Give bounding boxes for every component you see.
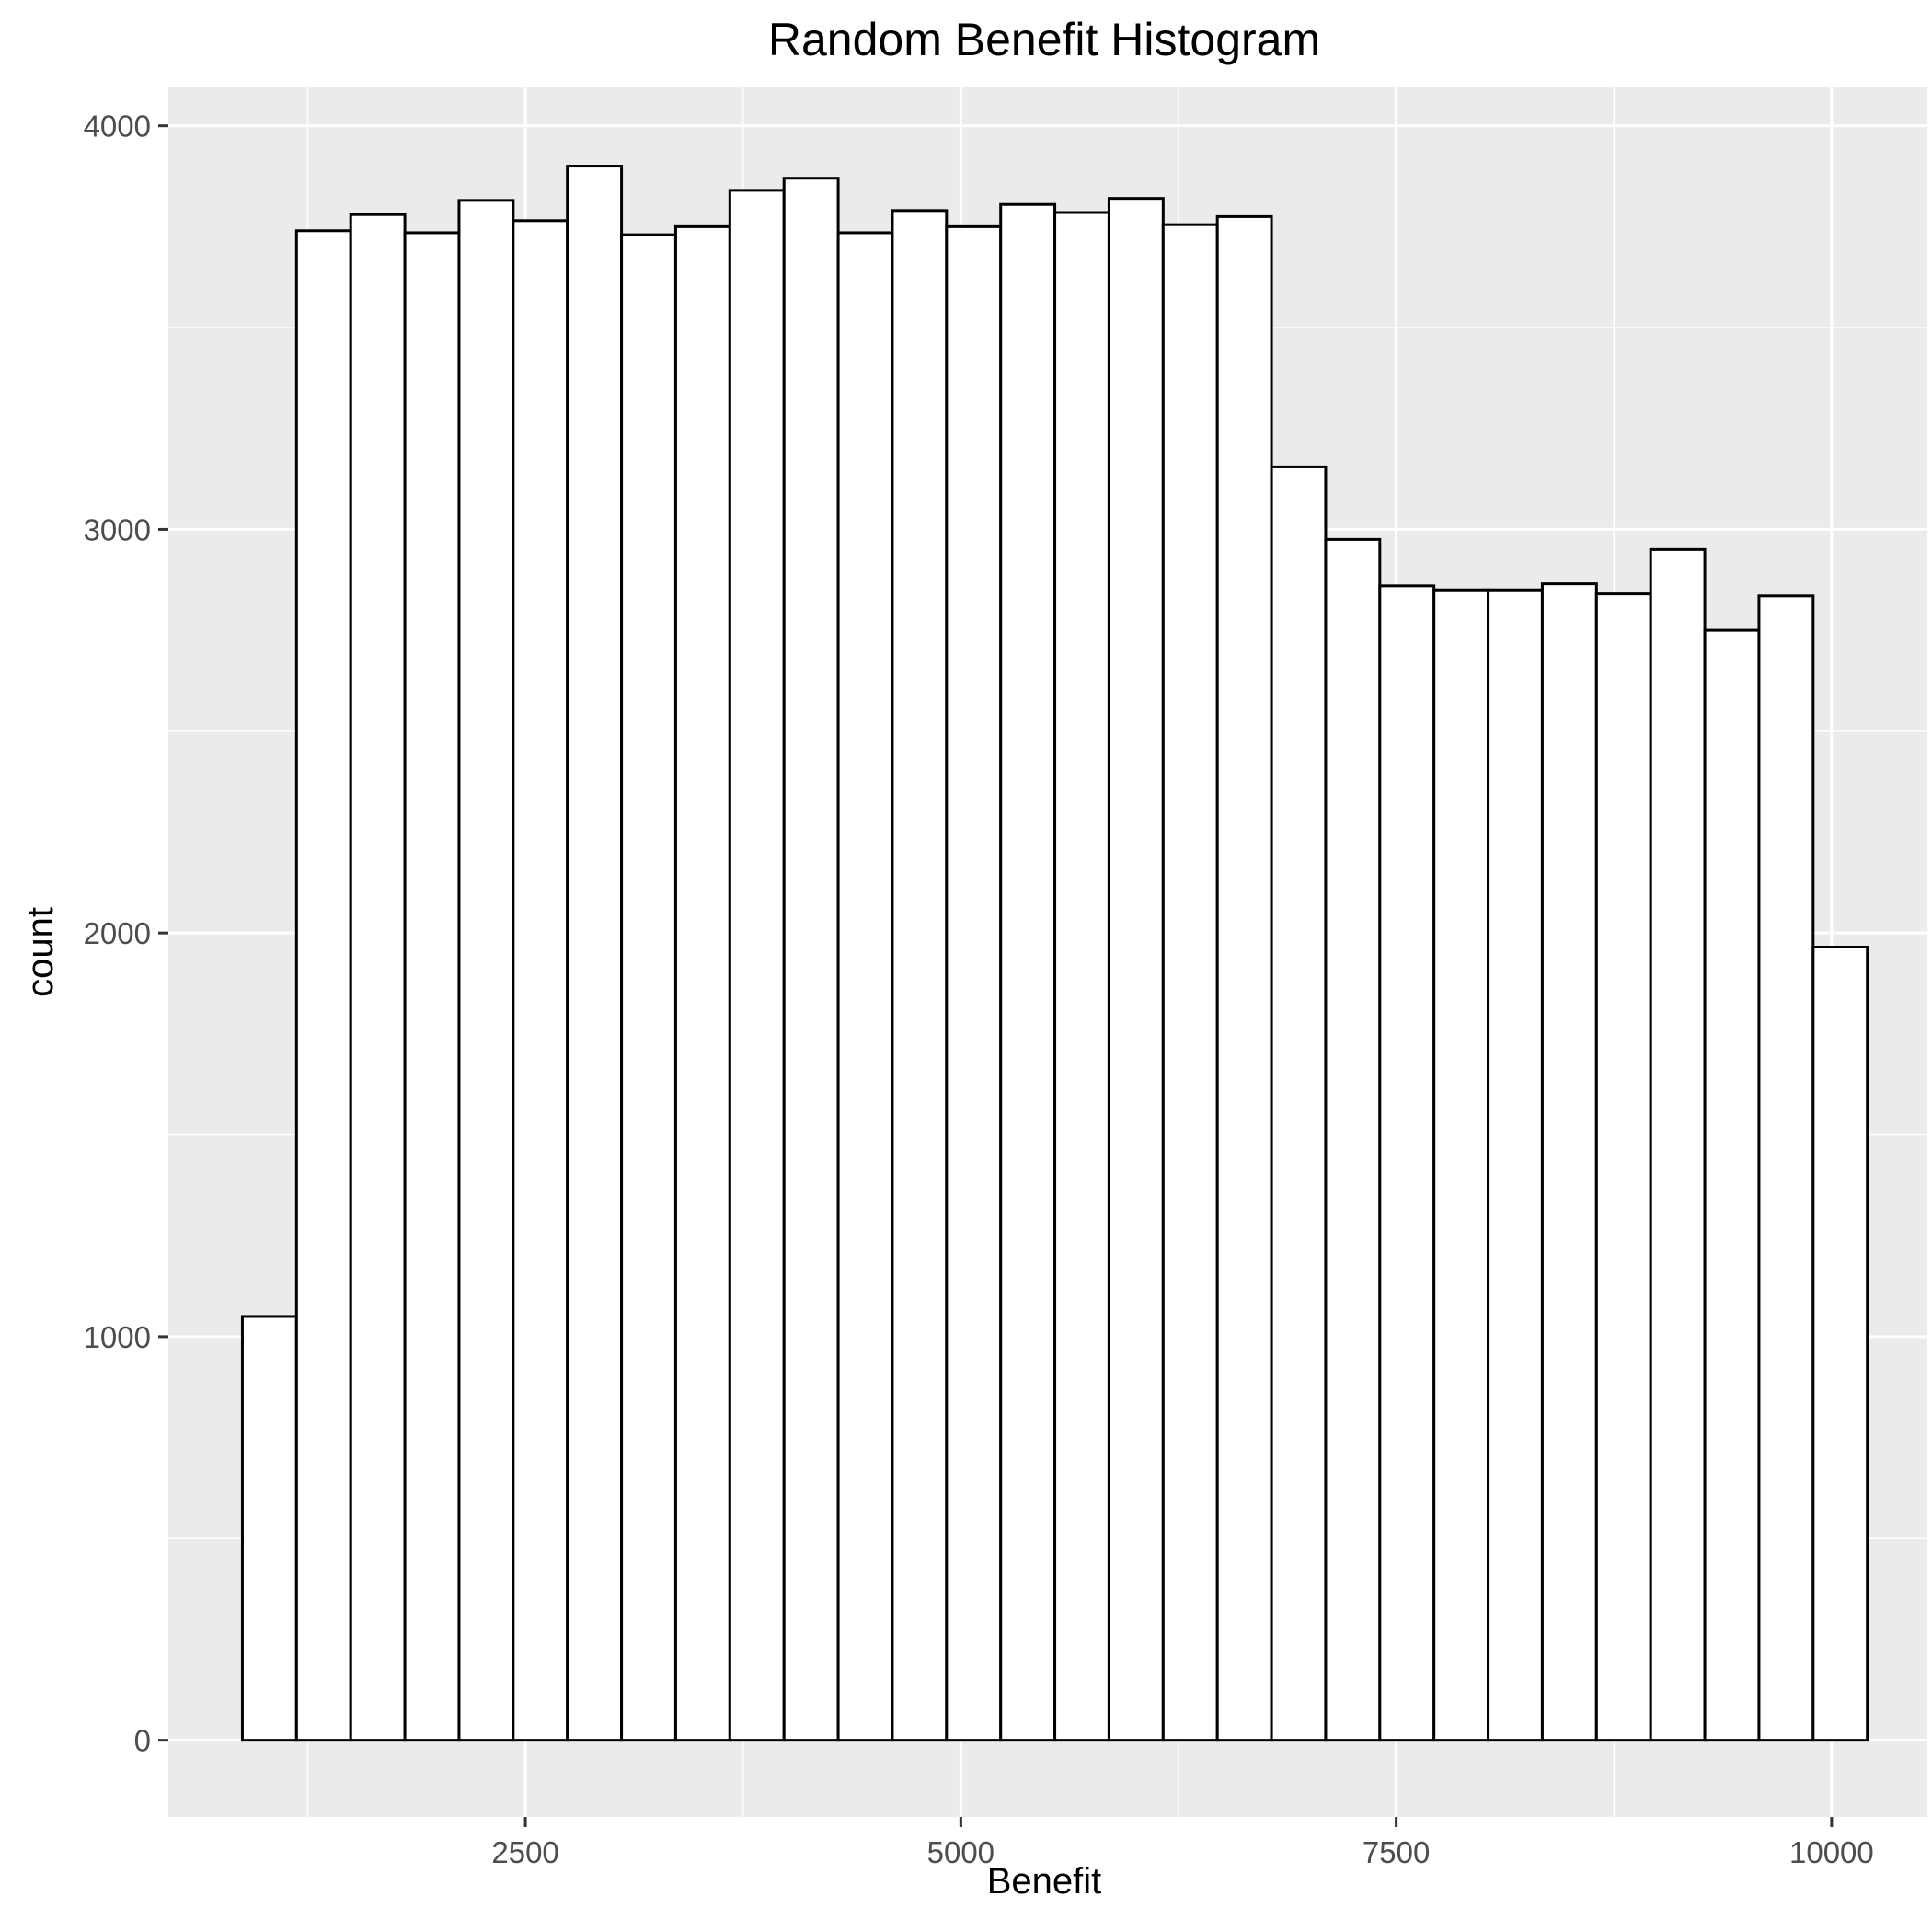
histogram-bar-27 bbox=[1703, 628, 1761, 1742]
histogram-bar-24 bbox=[1540, 582, 1598, 1742]
x-axis: 2500 5000 7500 10000 bbox=[491, 1817, 1874, 1869]
histogram-bar-14 bbox=[999, 202, 1057, 1742]
histogram-bar-18 bbox=[1215, 214, 1273, 1742]
histogram-bar-22 bbox=[1432, 588, 1490, 1742]
histogram-bar-3 bbox=[403, 231, 461, 1742]
x-tick-label-0: 2500 bbox=[491, 1835, 558, 1869]
histogram-bar-8 bbox=[673, 224, 731, 1742]
histogram-bar-23 bbox=[1487, 588, 1544, 1742]
histogram-bar-16 bbox=[1107, 197, 1165, 1742]
y-axis-title: count bbox=[20, 907, 61, 997]
histogram-bar-0 bbox=[240, 1315, 298, 1742]
histogram-bar-12 bbox=[891, 209, 949, 1742]
x-tick-label-1: 5000 bbox=[927, 1835, 995, 1869]
y-tick-label-4: 4000 bbox=[84, 109, 151, 144]
histogram-bar-10 bbox=[782, 177, 840, 1742]
x-tick-label-2: 7500 bbox=[1363, 1835, 1430, 1869]
histogram-bar-26 bbox=[1649, 547, 1707, 1742]
y-tick-label-3: 3000 bbox=[84, 512, 151, 546]
x-tick-label-3: 10000 bbox=[1789, 1835, 1874, 1869]
histogram-bar-29 bbox=[1811, 946, 1869, 1742]
y-tick-label-0: 0 bbox=[134, 1724, 151, 1758]
histogram-bar-2 bbox=[349, 213, 407, 1742]
histogram-bar-13 bbox=[945, 224, 1003, 1742]
y-tick-label-2: 2000 bbox=[84, 916, 151, 950]
histogram-bar-21 bbox=[1378, 584, 1436, 1742]
histogram-bar-4 bbox=[457, 199, 515, 1742]
histogram-bar-25 bbox=[1594, 592, 1652, 1742]
histogram-bar-7 bbox=[620, 233, 677, 1742]
histogram-bar-15 bbox=[1053, 211, 1110, 1742]
histogram-bar-20 bbox=[1324, 537, 1382, 1742]
histogram-bar-1 bbox=[294, 229, 352, 1742]
histogram-bar-17 bbox=[1161, 223, 1219, 1742]
histogram-bar-11 bbox=[836, 231, 894, 1742]
y-axis: 0 1000 2000 3000 4000 bbox=[84, 109, 168, 1758]
x-axis-title: Benefit bbox=[987, 1861, 1102, 1902]
histogram-bars bbox=[240, 165, 1869, 1742]
chart-title: Random Benefit Histogram bbox=[768, 14, 1320, 65]
histogram-bar-19 bbox=[1270, 465, 1328, 1742]
histogram-bar-5 bbox=[512, 219, 569, 1742]
y-tick-label-1: 1000 bbox=[84, 1320, 151, 1354]
histogram-bar-6 bbox=[566, 165, 624, 1742]
histogram-bar-28 bbox=[1757, 594, 1815, 1742]
histogram-bar-9 bbox=[728, 189, 786, 1742]
